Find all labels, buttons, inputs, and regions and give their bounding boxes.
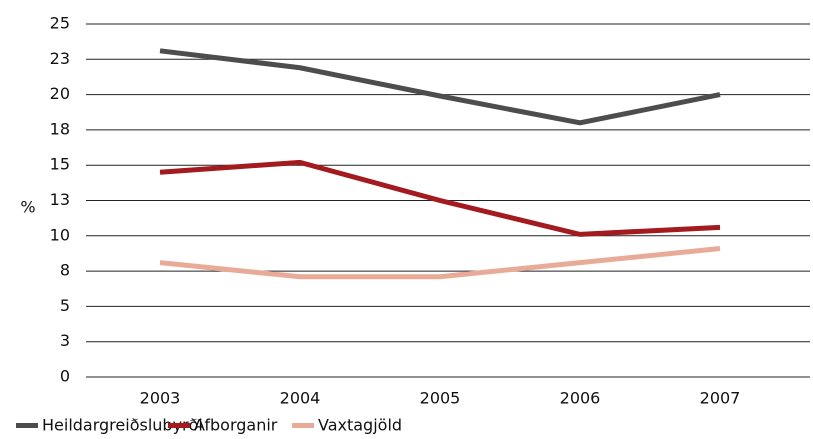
x-tick-label: 2005 (420, 389, 461, 408)
y-tick-label: 23 (50, 49, 70, 68)
series-line (159, 246, 721, 280)
legend-label: Vaxtagjöld (318, 416, 402, 435)
legend-swatch (16, 423, 38, 428)
y-tick-label: 13 (50, 190, 70, 209)
legend-swatch (292, 423, 314, 428)
x-tick-label: 2007 (700, 389, 741, 408)
x-tick-label: 2006 (560, 389, 601, 408)
y-tick-label: 5 (60, 296, 70, 315)
y-tick-label: 18 (50, 119, 70, 138)
legend-label: Heildargreiðslubyrði (42, 416, 203, 435)
y-tick-label: 20 (50, 84, 70, 103)
y-tick-label: 15 (50, 155, 70, 174)
legend-swatch (168, 423, 190, 428)
x-tick-label: 2003 (140, 389, 181, 408)
y-tick-label: 10 (50, 225, 70, 244)
y-tick-label: 3 (60, 331, 70, 350)
x-tick-label: 2004 (280, 389, 321, 408)
y-tick-label: 0 (60, 367, 70, 386)
y-tick-label: 8 (60, 261, 70, 280)
legend-label: Afborganir (194, 416, 278, 435)
y-axis-label: % (20, 198, 35, 217)
series-line (159, 48, 721, 126)
y-tick-label: 25 (50, 14, 70, 33)
series-line (159, 159, 721, 237)
